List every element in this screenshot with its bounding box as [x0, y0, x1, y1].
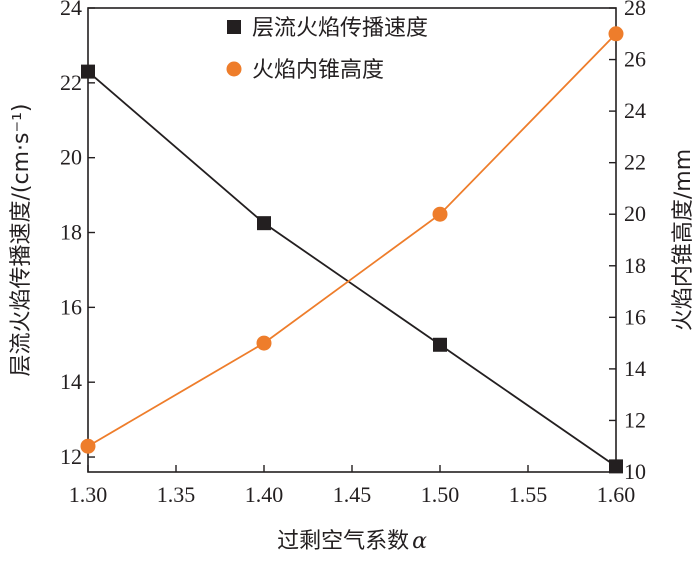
series-line-1	[87, 33, 617, 447]
data-point-circle	[256, 335, 272, 351]
x-tick-label: 1.50	[421, 482, 460, 507]
y-left-tick-label: 18	[60, 220, 82, 245]
series-layer	[80, 26, 624, 474]
x-axis: 1.30 1.35 1.40 1.45 1.50 1.55 1.60	[69, 465, 636, 507]
data-point-circle	[432, 206, 448, 222]
x-tick-label: 1.55	[509, 482, 548, 507]
y-left-tick-label: 24	[60, 0, 82, 20]
y-left-tick-label: 20	[60, 145, 82, 170]
data-point-circle	[80, 438, 96, 454]
y-right-tick-label: 14	[624, 356, 646, 381]
legend: 层流火焰传播速度 火焰内锥高度	[226, 16, 428, 83]
y-left-tick-label: 12	[60, 444, 82, 469]
y-right-tick-label: 18	[624, 253, 646, 278]
y-axis-right: 10 12 14 16 18 20 22 24 26 28	[609, 0, 646, 484]
y-right-tick-label: 22	[624, 150, 646, 175]
y-right-tick-label: 10	[624, 459, 646, 484]
series-line-0	[87, 70, 617, 468]
y-left-tick-label: 22	[60, 70, 82, 95]
legend-marker-speed	[227, 20, 241, 34]
y-right-tick-label: 12	[624, 407, 646, 432]
x-tick-label: 1.45	[333, 482, 372, 507]
legend-marker-height	[226, 61, 242, 77]
x-tick-label: 1.60	[597, 482, 636, 507]
y-right-tick-label: 26	[624, 47, 646, 72]
x-tick-label: 1.40	[245, 482, 284, 507]
legend-label-speed: 层流火焰传播速度	[252, 16, 428, 41]
data-point-square	[257, 216, 271, 231]
data-point-circle	[608, 26, 624, 42]
x-tick-label: 1.35	[157, 482, 196, 507]
data-point-square	[81, 64, 95, 79]
x-tick-label: 1.30	[69, 482, 108, 507]
legend-label-height: 火焰内锥高度	[252, 58, 384, 83]
x-axis-title: 过剩空气系数 α	[277, 529, 427, 554]
y-axis-left: 12 14 16 18 20 22 24	[60, 0, 95, 469]
y-axis-left-title: 层流火焰传播速度/(cm·s⁻¹)	[9, 104, 34, 377]
y-left-tick-label: 16	[60, 294, 82, 319]
y-right-tick-label: 24	[624, 98, 646, 123]
y-right-tick-label: 28	[624, 0, 646, 20]
y-right-tick-label: 20	[624, 201, 646, 226]
y-axis-right-title: 火焰内锥高度/mm	[671, 149, 696, 331]
y-left-tick-label: 14	[60, 369, 82, 394]
y-right-tick-label: 16	[624, 304, 646, 329]
data-point-square	[433, 337, 447, 352]
data-point-square	[609, 459, 623, 474]
